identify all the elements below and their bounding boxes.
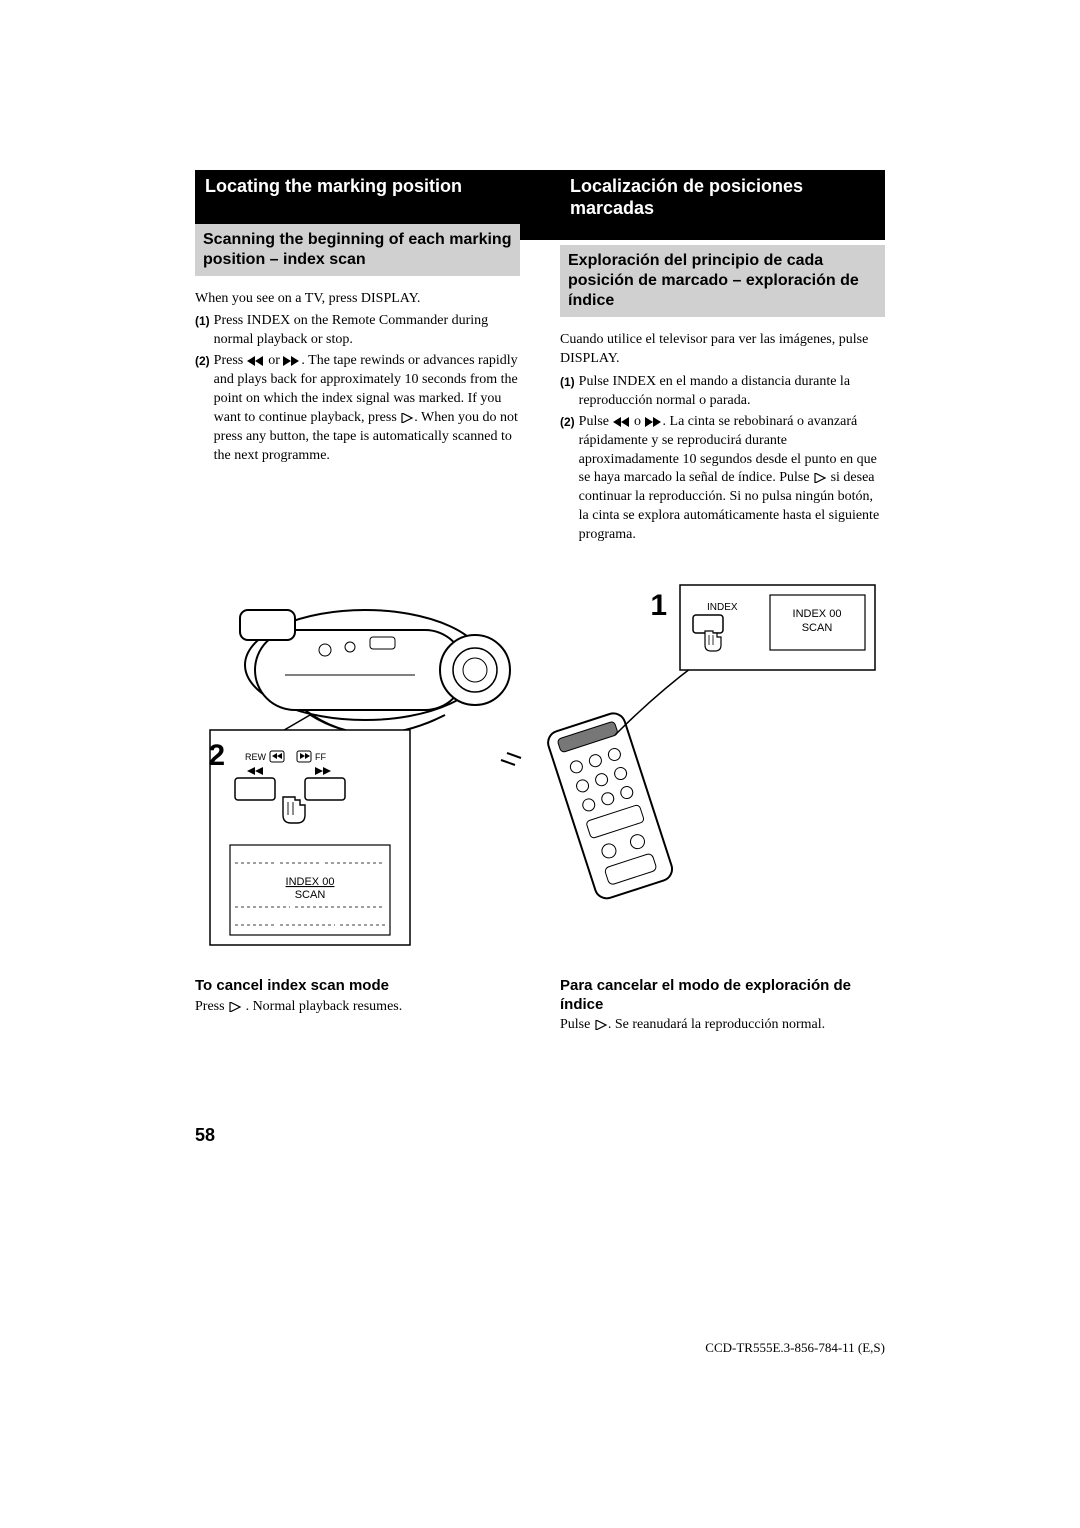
- right-step-1: (1) Pulse INDEX en el mando a distancia …: [560, 373, 885, 411]
- right-intro: Cuando utilice el televisor para ver las…: [560, 331, 885, 369]
- left-subhead: Scanning the beginning of each marking p…: [195, 224, 520, 276]
- step-number-2-es: (2): [560, 414, 575, 430]
- left-step1-text: Press INDEX on the Remote Commander duri…: [214, 312, 520, 350]
- step-number-2: (2): [195, 353, 210, 369]
- play-icon: [228, 1002, 242, 1012]
- scan-label-1: SCAN: [802, 622, 833, 634]
- scan-label-2: SCAN: [295, 889, 326, 901]
- fast-forward-icon: [645, 417, 663, 427]
- right-column: Localización de posiciones marcadas Expl…: [560, 170, 885, 547]
- right-subhead: Exploración del principio de cada posici…: [560, 245, 885, 317]
- rewind-icon: [247, 356, 265, 366]
- play-icon: [813, 473, 827, 483]
- left-cancel-a: Press: [195, 999, 228, 1014]
- two-columns: Locating the marking position Scanning t…: [195, 170, 885, 547]
- instruction-diagram: 1 INDEX INDEX 00 SCAN 2: [195, 575, 885, 955]
- play-icon: [594, 1020, 608, 1030]
- left-cancel-head: To cancel index scan mode: [195, 977, 520, 996]
- diagram-svg: 1 INDEX INDEX 00 SCAN 2: [195, 575, 885, 955]
- rew-label: REW: [245, 752, 267, 762]
- left-cancel: To cancel index scan mode Press . Normal…: [195, 977, 520, 1035]
- footer-code: CCD-TR555E.3-856-784-11 (E,S): [705, 1340, 885, 1356]
- big-number-1: 1: [650, 589, 667, 622]
- step-number-1: (1): [195, 313, 210, 329]
- right-step1-text: Pulse INDEX en el mando a distancia dura…: [579, 373, 885, 411]
- left-column: Locating the marking position Scanning t…: [195, 170, 520, 547]
- left-step2a: Press: [214, 353, 247, 368]
- right-step2a: Pulse: [579, 414, 613, 429]
- left-cancel-b: . Normal playback resumes.: [242, 999, 402, 1014]
- camcorder-illustration: [240, 610, 510, 734]
- index-00-label-1: INDEX 00: [793, 608, 842, 620]
- right-cancel-head: Para cancelar el modo de exploración de …: [560, 977, 885, 1015]
- index-label: INDEX: [707, 602, 738, 613]
- ff-label: FF: [315, 752, 326, 762]
- right-cancel: Para cancelar el modo de exploración de …: [560, 977, 885, 1035]
- left-step-1: (1) Press INDEX on the Remote Commander …: [195, 312, 520, 350]
- play-icon: [400, 413, 414, 423]
- page-number: 58: [195, 1125, 885, 1146]
- callout-box-1: 1 INDEX INDEX 00 SCAN: [650, 585, 875, 670]
- rewind-icon: [613, 417, 631, 427]
- left-step2-text: Press or . The tape rewinds or advances …: [214, 352, 520, 465]
- left-step2b: or: [265, 353, 284, 368]
- left-intro: When you see on a TV, press DISPLAY.: [195, 290, 520, 309]
- fast-forward-icon: [283, 356, 301, 366]
- left-step-2: (2) Press or . The tape rewinds or advan…: [195, 352, 520, 465]
- left-cancel-body: Press . Normal playback resumes.: [195, 998, 520, 1017]
- index-00-label-2: INDEX 00: [286, 876, 335, 888]
- right-step2-text: Pulse o . La cinta se rebobinará o avanz…: [579, 413, 885, 545]
- right-step2b: o: [631, 414, 645, 429]
- right-title: Localización de posiciones marcadas: [560, 170, 885, 227]
- left-title: Locating the marking position: [195, 170, 520, 206]
- right-step-2: (2) Pulse o . La cinta se rebobinará o a…: [560, 413, 885, 545]
- step-number-1-es: (1): [560, 374, 575, 390]
- page-content: Locating the marking position Scanning t…: [195, 170, 885, 1146]
- remote-illustration: [545, 710, 675, 901]
- callout-box-2: 2 REW FF: [208, 730, 410, 945]
- right-cancel-body: Pulse . Se reanudará la reproducción nor…: [560, 1016, 885, 1035]
- cancel-columns: To cancel index scan mode Press . Normal…: [195, 977, 885, 1035]
- right-cancel-b: . Se reanudará la reproducción normal.: [608, 1017, 825, 1032]
- big-number-2: 2: [208, 739, 225, 772]
- right-cancel-a: Pulse: [560, 1017, 594, 1032]
